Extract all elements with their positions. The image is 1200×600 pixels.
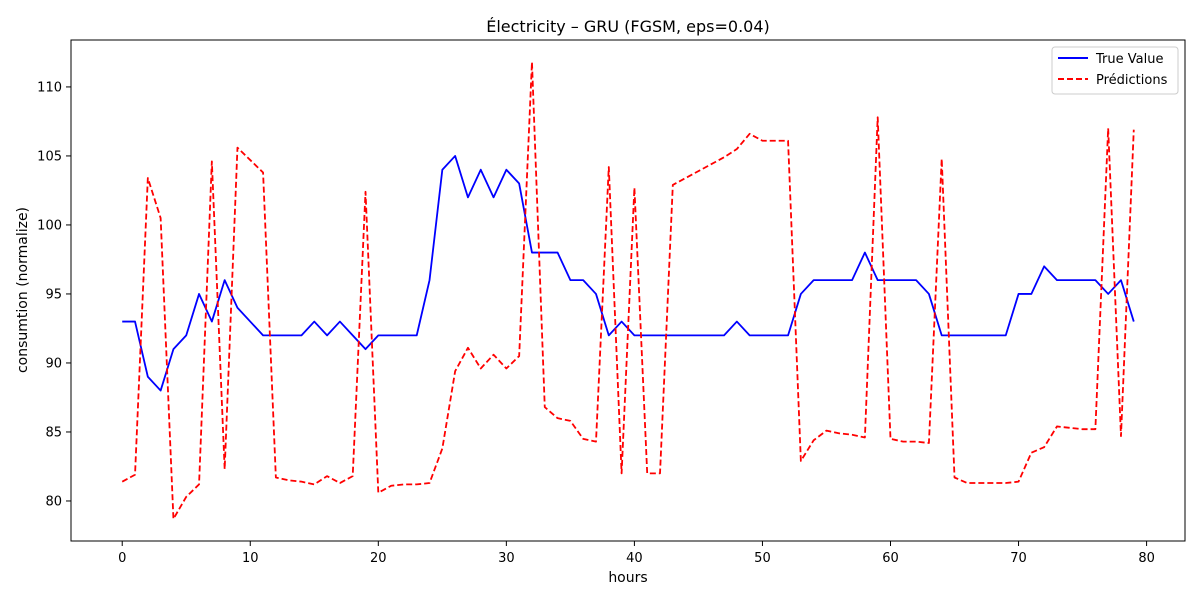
legend-label-predictions: Prédictions xyxy=(1096,73,1168,88)
y-axis: 80 85 90 95 100 105 110 xyxy=(37,80,71,509)
x-tick-label: 40 xyxy=(626,551,643,566)
x-axis-label: hours xyxy=(608,570,647,586)
y-tick-label: 80 xyxy=(45,494,62,509)
y-axis-label: consumtion (normalize) xyxy=(15,207,31,373)
y-tick-label: 100 xyxy=(37,218,62,233)
y-tick-label: 95 xyxy=(45,287,62,302)
x-tick-label: 50 xyxy=(754,551,771,566)
y-tick-label: 85 xyxy=(45,425,62,440)
chart-title: Électricity – GRU (FGSM, eps=0.04) xyxy=(486,17,770,36)
x-tick-label: 70 xyxy=(1010,551,1027,566)
plot-area xyxy=(121,61,1135,520)
legend-label-true-value: True Value xyxy=(1095,52,1163,67)
x-tick-label: 20 xyxy=(370,551,387,566)
x-tick-label: 60 xyxy=(882,551,899,566)
y-tick-label: 110 xyxy=(37,80,62,95)
x-tick-label: 0 xyxy=(118,551,126,566)
x-axis: 0 10 20 30 40 50 60 70 80 xyxy=(118,541,1155,566)
plot-frame xyxy=(70,39,1186,542)
x-tick-label: 80 xyxy=(1138,551,1155,566)
series-line-predictions xyxy=(121,61,1135,520)
y-tick-label: 105 xyxy=(37,149,62,164)
x-tick-label: 30 xyxy=(498,551,515,566)
x-tick-label: 10 xyxy=(242,551,259,566)
y-tick-label: 90 xyxy=(45,356,62,371)
legend: True Value Prédictions xyxy=(1051,46,1179,95)
